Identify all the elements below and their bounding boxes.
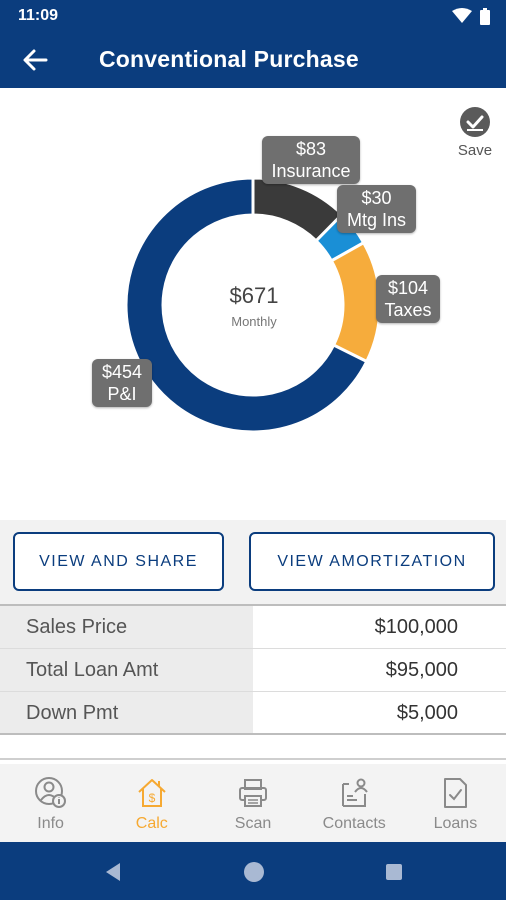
- home-circle-icon[interactable]: [242, 860, 266, 884]
- nav-label-scan: Scan: [234, 815, 272, 832]
- contacts-icon: [342, 778, 369, 807]
- bottom-nav: Info $ Calc Scan Contacts: [0, 764, 506, 842]
- status-time: 11:09: [18, 7, 59, 24]
- row-label: Sales Price: [0, 606, 253, 648]
- save-label: Save: [457, 142, 493, 159]
- callout-pi-value: $454: [101, 362, 143, 382]
- svg-text:$: $: [148, 791, 155, 805]
- back-triangle-icon[interactable]: [101, 860, 125, 884]
- callout-taxes-name: Taxes: [384, 300, 432, 320]
- nav-label-contacts: Contacts: [322, 815, 386, 832]
- printer-icon: [239, 779, 267, 807]
- battery-icon: [480, 7, 490, 25]
- nav-item-loans[interactable]: Loans: [405, 764, 506, 842]
- table-footer-divider-2: [0, 758, 506, 764]
- recents-square-icon[interactable]: [382, 860, 406, 884]
- callout-pi: $454 P&I: [92, 359, 152, 407]
- user-info-icon: [34, 777, 66, 808]
- callout-mtg-ins-name: Mtg Ins: [346, 210, 407, 230]
- callout-insurance: $83 Insurance: [262, 136, 360, 184]
- save-button[interactable]: Save: [452, 104, 498, 164]
- nav-item-scan[interactable]: Scan: [202, 764, 303, 842]
- status-icons: [452, 7, 490, 25]
- check-circle-icon: [460, 107, 490, 137]
- callout-taxes: $104 Taxes: [376, 275, 440, 323]
- app-bar: Conventional Purchase: [0, 32, 506, 88]
- monthly-label: Monthly: [231, 314, 277, 329]
- nav-item-info[interactable]: Info: [0, 764, 101, 842]
- callout-insurance-value: $83: [295, 139, 327, 159]
- status-bar: 11:09: [0, 0, 506, 32]
- table-row: Total Loan Amt $95,000: [0, 649, 506, 692]
- callout-insurance-name: Insurance: [271, 161, 351, 181]
- nav-item-calc[interactable]: $ Calc: [101, 764, 202, 842]
- house-dollar-icon: $: [138, 779, 166, 807]
- summary-table: Sales Price $100,000 Total Loan Amt $95,…: [0, 604, 506, 735]
- view-and-share-button[interactable]: VIEW AND SHARE: [13, 532, 224, 591]
- table-row: Down Pmt $5,000: [0, 692, 506, 735]
- nav-item-contacts[interactable]: Contacts: [304, 764, 405, 842]
- table-row: Sales Price $100,000: [0, 606, 506, 649]
- row-label: Total Loan Amt: [0, 649, 253, 691]
- row-label: Down Pmt: [0, 692, 253, 734]
- back-button[interactable]: [20, 46, 50, 74]
- callout-taxes-value: $104: [387, 278, 429, 298]
- donut-slice-taxes: [329, 240, 382, 364]
- nav-label-loans: Loans: [433, 815, 478, 832]
- callout-pi-name: P&I: [107, 384, 137, 404]
- wifi-icon: [452, 8, 472, 23]
- arrow-left-icon: [23, 49, 48, 71]
- view-amortization-button[interactable]: VIEW AMORTIZATION: [249, 532, 495, 591]
- system-nav-bar: [0, 842, 506, 900]
- row-value: $100,000: [374, 616, 458, 638]
- donut-slice-p-i: [124, 176, 369, 434]
- page-title: Conventional Purchase: [99, 46, 359, 72]
- row-value: $95,000: [385, 659, 458, 681]
- document-check-icon: [444, 778, 468, 808]
- monthly-total: $671: [229, 283, 279, 308]
- nav-label-calc: Calc: [135, 815, 168, 832]
- nav-label-info: Info: [37, 815, 64, 832]
- callout-mtg-ins: $30 Mtg Ins: [337, 185, 416, 233]
- row-value: $5,000: [396, 702, 458, 724]
- callout-mtg-ins-value: $30: [361, 188, 392, 208]
